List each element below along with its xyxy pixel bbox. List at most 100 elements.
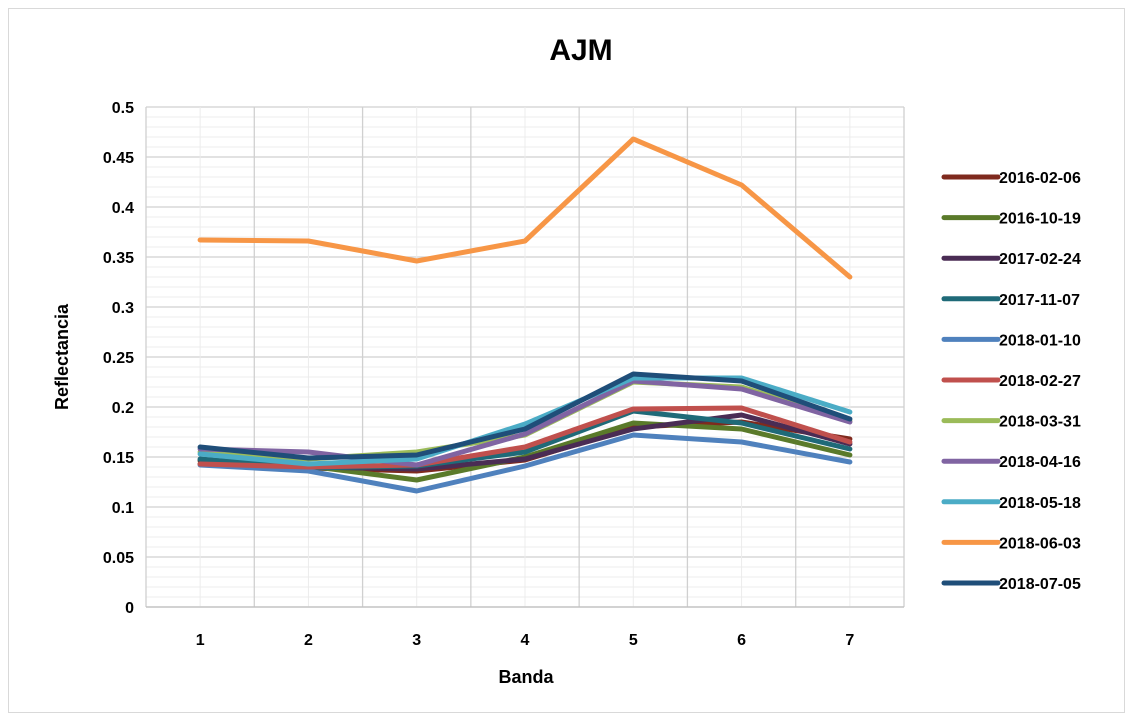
y-tick-label: 0.25 xyxy=(103,350,134,367)
data-point xyxy=(416,260,418,262)
data-point xyxy=(849,438,851,440)
legend-label: 2018-06-03 xyxy=(999,535,1081,552)
data-point xyxy=(307,240,309,242)
legend-label: 2016-10-19 xyxy=(999,211,1081,228)
data-point xyxy=(849,411,851,413)
data-point xyxy=(741,388,743,390)
data-point xyxy=(632,138,634,140)
x-tick-label: 4 xyxy=(521,632,530,649)
data-point xyxy=(524,465,526,467)
data-point xyxy=(741,184,743,186)
legend-item: 2018-03-31 xyxy=(941,414,1081,431)
data-point xyxy=(199,446,201,448)
data-point xyxy=(524,240,526,242)
data-point xyxy=(741,441,743,443)
data-point xyxy=(849,448,851,450)
data-point xyxy=(741,428,743,430)
data-point xyxy=(416,464,418,466)
data-point xyxy=(741,422,743,424)
data-point xyxy=(416,451,418,453)
legend-label: 2018-03-31 xyxy=(999,414,1081,431)
x-tick-label: 1 xyxy=(196,632,205,649)
data-point xyxy=(199,453,201,455)
data-point xyxy=(199,239,201,241)
legend-label: 2018-07-05 xyxy=(999,576,1081,593)
legend-item: 2018-01-10 xyxy=(941,332,1081,349)
legend-label: 2017-11-07 xyxy=(999,292,1080,309)
data-point xyxy=(524,433,526,435)
legend: 2016-02-06 2016-10-19 2017-02-24 2017-11-07… xyxy=(941,170,1081,593)
y-tick-label: 0.2 xyxy=(112,400,134,417)
data-point xyxy=(632,408,634,410)
y-axis-title: Reflectancia xyxy=(52,303,72,410)
legend-item: 2016-02-06 xyxy=(941,170,1081,187)
data-point xyxy=(199,463,201,465)
data-point xyxy=(632,434,634,436)
data-point xyxy=(849,441,851,443)
legend-item: 2018-07-05 xyxy=(941,576,1081,593)
data-point xyxy=(307,470,309,472)
data-point xyxy=(524,446,526,448)
data-point xyxy=(849,461,851,463)
data-point xyxy=(849,421,851,423)
y-tick-label: 0.15 xyxy=(103,450,134,467)
series-2018-07-05 xyxy=(197,371,853,461)
data-point xyxy=(632,422,634,424)
chart-area xyxy=(8,8,1125,713)
data-point xyxy=(849,276,851,278)
y-tick-label: 0.4 xyxy=(112,200,134,217)
legend-item: 2017-02-24 xyxy=(941,251,1081,268)
data-point xyxy=(416,468,418,470)
grid xyxy=(145,106,905,608)
data-point xyxy=(307,457,309,459)
legend-label: 2018-04-16 xyxy=(999,454,1081,471)
data-point xyxy=(741,380,743,382)
legend-item: 2016-10-19 xyxy=(941,211,1081,228)
legend-label: 2018-05-18 xyxy=(999,495,1081,512)
x-axis-title: Banda xyxy=(498,667,554,687)
series-2018-06-03 xyxy=(197,136,853,280)
data-point xyxy=(849,418,851,420)
data-point xyxy=(307,451,309,453)
data-point xyxy=(524,423,526,425)
data-point xyxy=(524,458,526,460)
data-point xyxy=(524,451,526,453)
y-tick-label: 0.5 xyxy=(112,100,134,117)
legend-item: 2018-02-27 xyxy=(941,373,1081,390)
series-2018-05-18 xyxy=(197,375,853,467)
data-point xyxy=(632,428,634,430)
x-tick-label: 6 xyxy=(737,632,746,649)
y-tick-label: 0 xyxy=(125,600,134,617)
series-lines xyxy=(197,136,853,494)
data-point xyxy=(416,458,418,460)
legend-label: 2018-02-27 xyxy=(999,373,1081,390)
data-point xyxy=(524,428,526,430)
axes: 0 0.05 0.1 0.15 0.2 0.25 0.3 0.35 0.4 0.45 0.5 1 2 3 4… xyxy=(103,100,904,649)
y-tick-label: 0.05 xyxy=(103,550,134,567)
legend-item: 2018-06-03 xyxy=(941,535,1081,552)
legend-item: 2018-05-18 xyxy=(941,495,1081,512)
data-point xyxy=(849,454,851,456)
y-tick-label: 0.3 xyxy=(112,300,134,317)
data-point xyxy=(632,373,634,375)
data-point xyxy=(632,377,634,379)
legend-label: 2018-01-10 xyxy=(999,332,1081,349)
data-point xyxy=(741,414,743,416)
data-point xyxy=(307,466,309,468)
y-tick-label: 0.45 xyxy=(103,150,134,167)
y-tick-label: 0.35 xyxy=(103,250,134,267)
chart-title: AJM xyxy=(549,34,612,67)
data-point xyxy=(416,490,418,492)
data-point xyxy=(307,463,309,465)
data-point xyxy=(416,454,418,456)
data-point xyxy=(741,377,743,379)
x-tick-label: 7 xyxy=(845,632,854,649)
legend-item: 2018-04-16 xyxy=(941,454,1081,471)
y-tick-label: 0.1 xyxy=(112,500,134,517)
x-tick-label: 5 xyxy=(629,632,638,649)
data-point xyxy=(741,407,743,409)
legend-item: 2017-11-07 xyxy=(941,292,1080,309)
data-point xyxy=(416,479,418,481)
legend-label: 2016-02-06 xyxy=(999,170,1081,187)
